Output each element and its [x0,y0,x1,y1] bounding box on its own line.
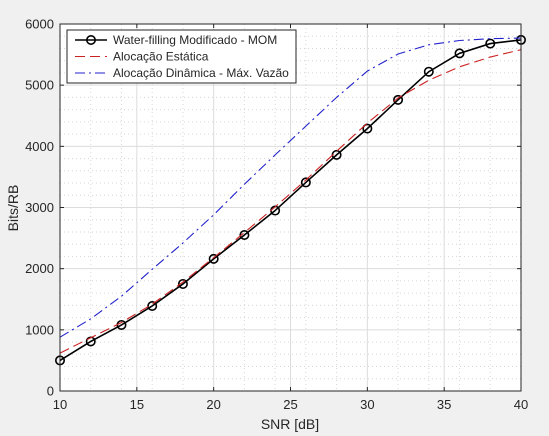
series-1-marker [362,123,373,134]
series-1-marker [177,278,188,289]
series-1-marker [454,48,465,59]
series-1-marker [300,177,311,188]
legend: Water-filling Modificado - MOM Alocação E… [66,29,297,84]
legend-label-2: Alocação Estática [113,50,209,64]
series-1-line [59,39,522,362]
x-tick-label: 40 [514,397,528,412]
x-tick-label: 15 [130,397,144,412]
x-tick-label: 20 [206,397,220,412]
y-tick-label: 5000 [25,78,54,93]
series-1-marker [208,253,219,264]
x-axis-label: SNR [dB] [261,416,319,432]
x-tick-label: 25 [283,397,297,412]
x-tick-label: 10 [53,397,67,412]
series-1-marker [239,230,250,241]
tick-layer: 10 15 20 25 30 35 40 0 1000 2000 3000 4000 5000 6000 [25,17,528,413]
series-3 [59,37,522,338]
y-tick-label: 4000 [25,139,54,154]
legend-label-1: Water-filling Modificado - MOM [113,33,277,47]
y-axis-label: Bits/RB [5,185,21,232]
series-1-marker [393,94,404,105]
x-tick-label: 35 [437,397,451,412]
series-3-line [59,37,522,338]
x-tick-label: 30 [360,397,374,412]
y-tick-label: 1000 [25,322,54,337]
y-tick-label: 0 [47,384,54,399]
y-tick-label: 3000 [25,200,54,215]
series-1-marker [423,66,434,77]
series-1-marker [147,300,158,311]
legend-marker-1 [86,34,97,45]
y-tick-label: 2000 [25,261,54,276]
y-tick-label: 6000 [25,17,54,32]
legend-label-3: Alocação Dinâmica - Máx. Vazão [113,66,289,80]
series-1-marker [485,38,496,49]
